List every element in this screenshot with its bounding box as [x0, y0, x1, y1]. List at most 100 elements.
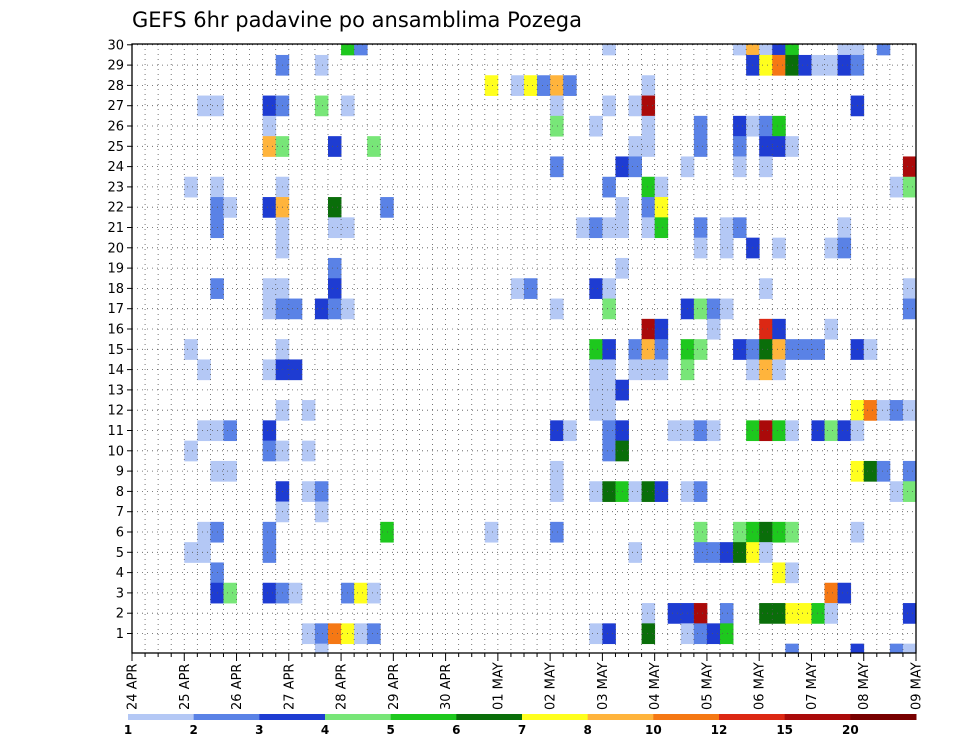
precip-cell: [550, 420, 564, 442]
precip-cell: [863, 400, 878, 421]
y-tick-label: 6: [116, 526, 124, 541]
x-tick-label: 29 APR: [387, 664, 402, 710]
y-tick-label: 18: [107, 282, 124, 297]
precip-cell: [602, 217, 616, 239]
chart-title: GEFS 6hr padavine po ansamblima Pozega: [132, 8, 582, 32]
precip-cell: [262, 197, 277, 218]
y-tick-label: 11: [107, 424, 124, 439]
precip-cell: [602, 400, 616, 421]
precip-cell: [641, 603, 656, 624]
precip-cell: [720, 217, 734, 239]
precip-cell: [693, 237, 708, 259]
precip-cell: [837, 237, 852, 259]
precip-cell: [811, 339, 825, 360]
precip-cell: [772, 115, 786, 137]
precip-cell: [837, 420, 852, 442]
y-tick-label: 17: [107, 302, 124, 317]
precip-cell: [902, 278, 917, 299]
precip-cell: [602, 623, 616, 645]
precip-cell: [628, 156, 642, 178]
x-tick-label: 03 MAY: [596, 662, 611, 710]
precip-cell: [785, 643, 799, 654]
colorbar-label: 3: [255, 723, 263, 737]
precip-cell: [197, 359, 211, 381]
precip-cell: [837, 54, 852, 76]
colorbar-label: 20: [842, 723, 859, 737]
precip-cell: [301, 440, 316, 462]
precip-cell: [262, 440, 277, 462]
precip-cell: [589, 339, 603, 360]
precip-cell: [628, 359, 642, 381]
precip-cell: [798, 339, 812, 360]
precip-cell: [589, 359, 603, 381]
precip-cell: [197, 521, 211, 543]
precip-cell: [811, 54, 825, 76]
precip-cell: [602, 95, 616, 117]
colorbar-label: 8: [583, 723, 591, 737]
y-tick-label: 12: [107, 404, 124, 419]
precip-cell: [902, 176, 917, 198]
precip-cell: [262, 95, 277, 117]
precip-cell: [301, 400, 316, 421]
colorbar-swatch: [850, 714, 917, 720]
precip-cell: [328, 217, 342, 239]
precip-cell: [550, 298, 564, 320]
precip-cell: [197, 542, 211, 563]
precip-cell: [628, 542, 642, 563]
colorbar-swatch: [390, 714, 457, 720]
y-tick-label: 13: [107, 383, 124, 398]
precip-cell: [602, 359, 616, 381]
precip-cell: [785, 44, 799, 56]
precip-cell: [223, 420, 237, 442]
x-tick-label: 02 MAY: [544, 662, 559, 710]
precip-cell: [759, 542, 773, 563]
colorbar-label: 5: [386, 723, 394, 737]
precip-cell: [484, 75, 499, 96]
colorbar-label: 15: [776, 723, 793, 737]
precip-cell: [262, 115, 277, 137]
precip-cell: [733, 542, 747, 563]
x-tick-label: 30 APR: [439, 664, 454, 710]
precip-cell: [589, 481, 603, 502]
precip-cell: [654, 359, 669, 381]
precip-cell: [628, 481, 642, 502]
colorbar-label: 1: [124, 723, 132, 737]
precip-cell: [184, 339, 198, 360]
precip-cell: [589, 115, 603, 137]
x-tick-label: 05 MAY: [700, 662, 715, 710]
precip-cell: [354, 582, 368, 604]
x-tick-label: 07 MAY: [805, 662, 820, 710]
precip-cell: [667, 603, 682, 624]
precip-cell: [693, 136, 708, 157]
precip-cell: [589, 379, 603, 401]
precip-cell: [772, 359, 786, 381]
precip-cell: [667, 420, 682, 442]
precip-cell: [641, 197, 656, 218]
precip-cell: [706, 318, 721, 340]
precip-cell: [641, 115, 656, 137]
x-tick-label: 26 APR: [230, 664, 245, 710]
precip-cell: [759, 136, 773, 157]
precip-cell: [759, 318, 773, 340]
precip-cell: [262, 298, 277, 320]
y-tick-label: 25: [107, 140, 124, 155]
y-tick-label: 22: [107, 201, 124, 216]
precip-cell: [889, 176, 904, 198]
precip-cell: [902, 460, 917, 482]
precip-cell: [354, 44, 368, 56]
precip-cell: [654, 481, 669, 502]
precip-cell: [641, 136, 656, 157]
y-tick-label: 10: [107, 444, 124, 459]
precip-cell: [863, 460, 878, 482]
precip-cell: [602, 278, 616, 299]
precip-cell: [314, 95, 329, 117]
y-tick-label: 28: [107, 79, 124, 94]
precip-cell: [223, 197, 237, 218]
precip-cell: [314, 643, 329, 654]
colorbar-swatch: [325, 714, 392, 720]
precip-cell: [602, 176, 616, 198]
precip-cell: [654, 318, 669, 340]
precip-cell: [550, 95, 564, 117]
precip-cell: [693, 298, 708, 320]
